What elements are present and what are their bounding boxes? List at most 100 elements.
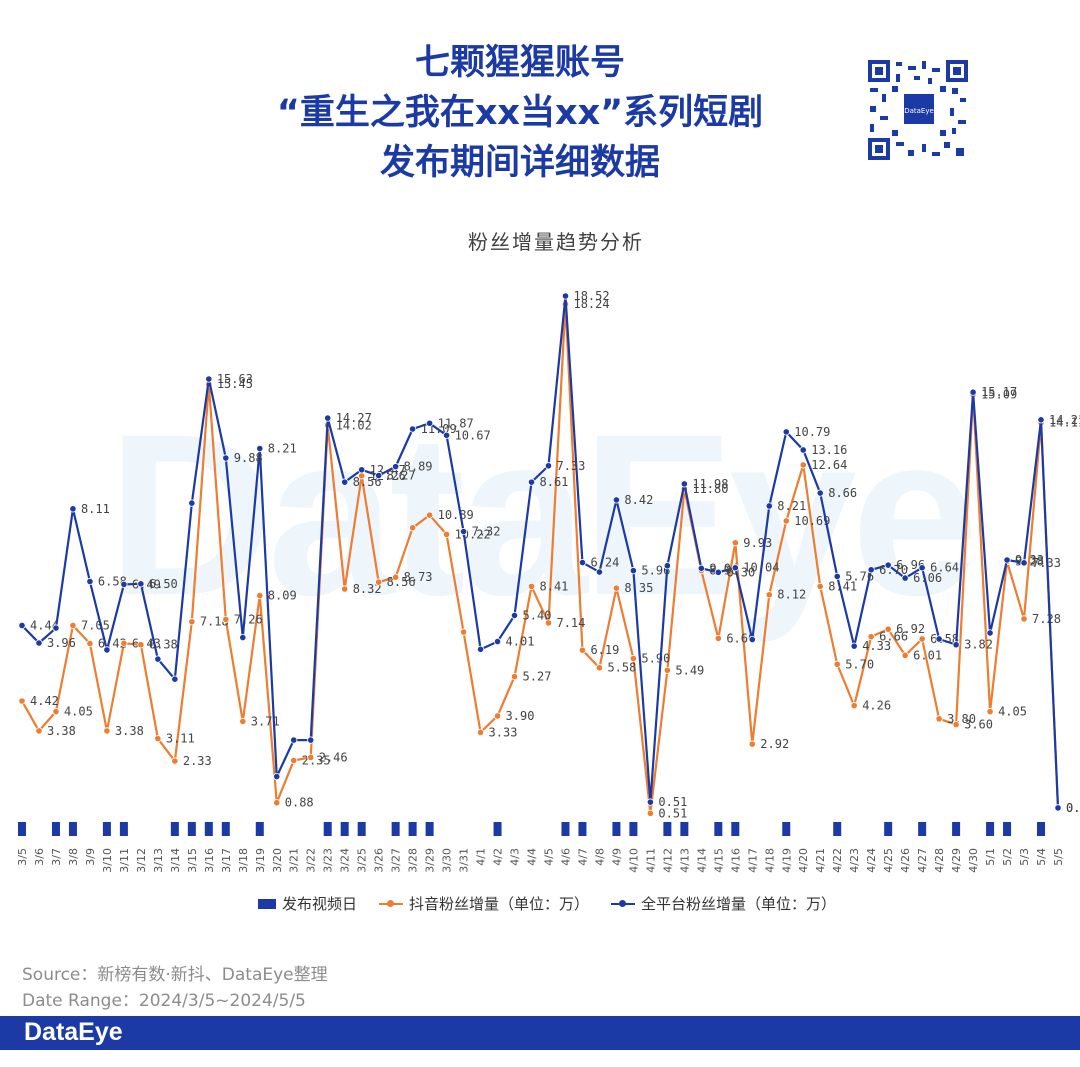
all-platform-data-point (748, 635, 756, 644)
all-platform-data-point (256, 444, 264, 453)
all-platform-data-label: 5.40 (523, 608, 552, 622)
all-platform-data-point (901, 574, 909, 582)
x-tick-label: 3/29 (424, 848, 437, 873)
x-tick-label: 4/17 (746, 848, 759, 873)
footer-bar: DataEye (0, 1016, 1080, 1050)
x-tick-label: 4/30 (967, 848, 980, 873)
x-tick-label: 4/29 (950, 848, 963, 873)
douyin-data-label: 2.92 (760, 737, 789, 751)
all-platform-data-point (69, 505, 77, 513)
all-platform-data-label: 14.27 (336, 411, 372, 425)
all-platform-data-point (680, 480, 688, 488)
all-platform-data-point (612, 496, 621, 504)
douyin-data-label: 4.26 (862, 699, 891, 713)
x-tick-label: 3/31 (458, 848, 471, 873)
douyin-data-label: 2.46 (319, 750, 348, 764)
all-platform-data-point (952, 641, 960, 649)
all-platform-data-point (697, 564, 705, 572)
all-platform-data-point (578, 558, 587, 567)
douyin-data-label: 5.70 (845, 657, 874, 671)
douyin-data-label: 5.58 (607, 661, 636, 675)
douyin-data-label: 8.73 (404, 570, 433, 584)
x-tick-label: 4/20 (797, 848, 810, 873)
all-platform-data-point (969, 388, 977, 396)
all-platform-data-label: 6.50 (149, 577, 178, 591)
all-platform-data-point (239, 633, 247, 642)
x-tick-label: 4/1 (475, 848, 488, 866)
douyin-data-point (935, 715, 943, 723)
release-day-bar (629, 822, 638, 836)
all-platform-data-point (459, 527, 468, 536)
x-tick-label: 4/24 (865, 848, 878, 873)
x-tick-label: 3/11 (118, 848, 131, 873)
qr-logo: DataEye (902, 92, 936, 126)
douyin-data-point (918, 635, 926, 643)
all-platform-data-label: 6.96 (896, 558, 925, 572)
douyin-data-label: 6.01 (913, 648, 942, 662)
all-platform-data-label: 5.96 (641, 564, 670, 578)
douyin-data-point (137, 641, 145, 649)
x-tick-label: 3/17 (220, 848, 233, 873)
x-tick-label: 3/20 (271, 848, 284, 873)
douyin-data-label: 10.69 (794, 514, 830, 528)
all-platform-data-label: 6.58 (98, 575, 127, 589)
douyin-data-label: 7.18 (200, 615, 229, 629)
all-platform-data-label: 3.82 (964, 638, 993, 652)
douyin-data-point (765, 591, 773, 599)
release-day-bar (714, 822, 723, 836)
release-day-bar (731, 822, 740, 836)
all-platform-data-point (629, 567, 638, 575)
all-platform-data-label: 0.70 (1066, 801, 1080, 815)
release-day-bar (204, 822, 213, 836)
x-tick-label: 3/24 (339, 848, 352, 873)
x-tick-label: 4/9 (610, 848, 623, 866)
douyin-data-point (510, 673, 519, 681)
all-platform-data-label: 7.33 (556, 459, 585, 473)
douyin-data-label: 4.05 (998, 705, 1027, 719)
release-day-bar (357, 822, 366, 836)
douyin-data-label: 8.41 (540, 579, 569, 593)
all-platform-data-point (171, 675, 179, 683)
douyin-data-label: 6.92 (896, 622, 925, 636)
all-platform-data-label: 10.04 (743, 561, 779, 575)
all-platform-data-label: 13.16 (811, 443, 847, 457)
all-platform-data-label: 15.17 (981, 385, 1017, 399)
x-tick-label: 4/4 (526, 848, 539, 866)
x-tick-label: 4/18 (763, 848, 776, 873)
release-day-bar (1003, 822, 1012, 836)
douyin-data-point (595, 664, 604, 672)
all-platform-data-point (307, 736, 315, 744)
release-day-bar (986, 822, 995, 836)
x-tick-label: 4/8 (593, 848, 606, 866)
all-platform-data-point (86, 577, 94, 586)
douyin-data-point (748, 740, 756, 748)
x-tick-label: 4/22 (831, 848, 844, 873)
all-platform-data-label: 4.44 (30, 618, 59, 632)
douyin-data-point (273, 799, 281, 807)
x-tick-label: 4/28 (933, 848, 946, 873)
x-tick-label: 3/14 (169, 848, 182, 873)
all-platform-data-label: 8.89 (404, 460, 433, 474)
x-tick-label: 3/30 (441, 848, 454, 873)
title-line-1: 七颗猩猩账号 (414, 43, 625, 83)
douyin-data-point (459, 628, 468, 636)
x-tick-label: 4/6 (559, 848, 572, 866)
douyin-data-point (442, 530, 451, 539)
douyin-data-label: 7.26 (234, 612, 263, 626)
douyin-data-point (476, 728, 485, 736)
all-platform-data-label: 8.27 (387, 469, 416, 483)
douyin-data-point (714, 634, 722, 643)
all-platform-data-label: 6.06 (913, 571, 942, 585)
watermark: DataEye (107, 386, 979, 643)
release-day-bar (170, 822, 179, 836)
x-tick-label: 3/6 (33, 848, 46, 866)
x-tick-label: 3/5 (16, 848, 29, 866)
douyin-data-point (307, 753, 315, 761)
douyin-data-point (833, 660, 841, 668)
all-platform-data-label: 10.67 (455, 428, 491, 442)
all-platform-data-label: 8.56 (353, 475, 382, 489)
x-tick-label: 5/5 (1052, 848, 1065, 866)
x-tick-label: 4/11 (644, 848, 657, 873)
all-platform-data-point (222, 454, 230, 462)
all-platform-data-label: 6.64 (930, 561, 959, 575)
